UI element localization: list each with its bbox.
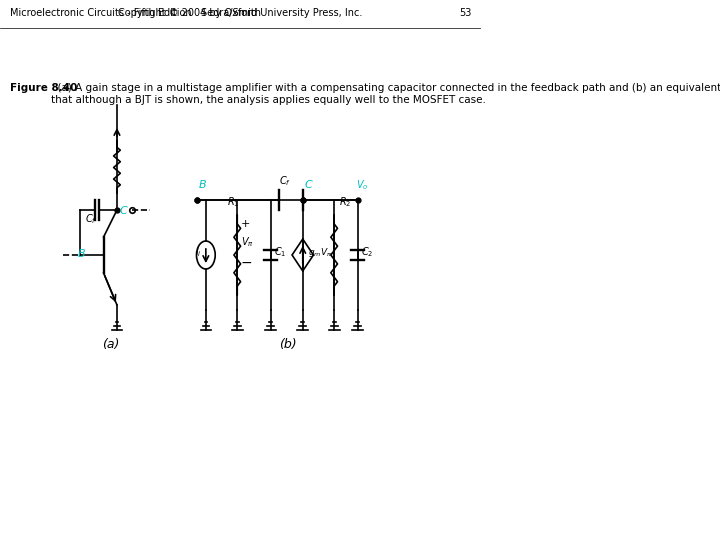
Text: Figure 8.40: Figure 8.40	[10, 83, 78, 93]
Text: $V_\pi$: $V_\pi$	[240, 235, 253, 249]
Text: +: +	[240, 219, 250, 229]
Text: −: −	[240, 256, 252, 270]
Text: C: C	[120, 206, 127, 216]
Text: $R_2$: $R_2$	[339, 195, 351, 209]
Text: $C_f$: $C_f$	[85, 212, 97, 226]
Text: Microelectronic Circuits - Fifth Edition   Sedra/Smith: Microelectronic Circuits - Fifth Edition…	[10, 8, 261, 18]
Text: $I_i$: $I_i$	[195, 245, 202, 259]
Text: B: B	[199, 180, 206, 190]
Text: 53: 53	[459, 8, 471, 18]
Text: $C_f$: $C_f$	[279, 174, 292, 188]
Text: $C_2$: $C_2$	[361, 245, 373, 259]
Text: (a) A gain stage in a multistage amplifier with a compensating capacitor connect: (a) A gain stage in a multistage amplifi…	[51, 83, 720, 105]
Text: B: B	[78, 249, 85, 259]
Text: $V_o$: $V_o$	[356, 178, 369, 192]
Text: $C_1$: $C_1$	[274, 245, 287, 259]
Text: (b): (b)	[279, 338, 296, 351]
Text: C: C	[304, 180, 312, 190]
Text: (a): (a)	[102, 338, 119, 351]
Text: $g_m V_\pi$: $g_m V_\pi$	[308, 246, 333, 259]
Text: $R_1$: $R_1$	[227, 195, 239, 209]
Text: Copyright © 2004 by Oxford University Press, Inc.: Copyright © 2004 by Oxford University Pr…	[118, 8, 363, 18]
